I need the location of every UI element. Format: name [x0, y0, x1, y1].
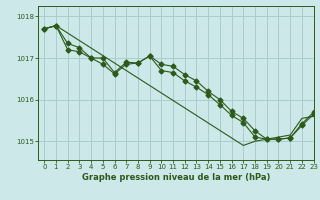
X-axis label: Graphe pression niveau de la mer (hPa): Graphe pression niveau de la mer (hPa)	[82, 173, 270, 182]
